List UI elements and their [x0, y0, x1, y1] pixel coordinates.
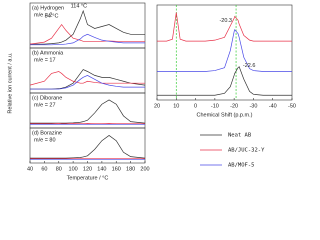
x-tick-label: 200	[140, 166, 149, 172]
x-tick-label: 40	[27, 166, 33, 172]
series-line	[157, 28, 292, 72]
series-line	[29, 71, 145, 86]
x-tick-label: 120	[83, 166, 92, 172]
x-tick-label: 100	[69, 166, 78, 172]
legend-label: Neat AB	[228, 133, 252, 139]
x-axis-label: Temperature / °C	[67, 175, 109, 181]
x-tick-label: 20	[154, 103, 160, 109]
x-tick-label: -30	[249, 103, 257, 109]
series-line	[29, 23, 145, 45]
x-tick-label: -10	[211, 103, 219, 109]
annotation: -20.3	[219, 18, 232, 24]
legend-label: AB/MOF-5	[228, 163, 255, 169]
series-line	[30, 99, 146, 124]
series-line	[30, 135, 146, 159]
panel-sublabel: m/e = 27	[34, 102, 56, 108]
panel-label: (c) Diborane	[32, 95, 62, 101]
page: (a) Hydrogen m/e = 2 114 °C 84 °C (b) Ammoni…	[7, 2, 296, 182]
x-tick-label: 10	[173, 103, 179, 109]
panel-label: (a) Hydrogen	[32, 5, 64, 11]
panel-label: (d) Borazine	[32, 130, 62, 136]
series-line	[157, 66, 292, 96]
x-tick-label: 0	[194, 103, 197, 109]
x-axis-label: Chemical Shift (p.p.m.)	[197, 112, 253, 118]
legend-label: AB/JUC-32-Y	[228, 148, 265, 154]
series-line	[30, 9, 145, 45]
panel-sublabel: m/e = 80	[34, 137, 56, 143]
annotation: -22.6	[243, 63, 256, 69]
series-line	[157, 12, 292, 42]
series-line	[30, 69, 146, 90]
panel-sublabel: m/e = 17	[34, 57, 56, 63]
annotation: 84 °C	[45, 13, 59, 19]
x-tick-label: 160	[112, 166, 121, 172]
series-line	[30, 75, 145, 90]
annotation: 114 °C	[71, 3, 87, 9]
panel-sublabel: m/e = 2	[34, 12, 53, 18]
x-tick-label: -50	[288, 103, 296, 109]
x-tick-label: 80	[56, 166, 62, 172]
plot-frame	[156, 4, 293, 101]
y-axis-label: Relative ion current / a.u.	[7, 52, 13, 114]
x-tick-label: -40	[269, 103, 277, 109]
series-line	[30, 33, 145, 46]
panel-label: (b) Ammonia	[32, 50, 64, 56]
x-tick-label: 140	[97, 166, 106, 172]
x-tick-label: -20	[230, 103, 238, 109]
x-tick-label: 60	[41, 166, 47, 172]
x-tick-label: 180	[126, 166, 135, 172]
